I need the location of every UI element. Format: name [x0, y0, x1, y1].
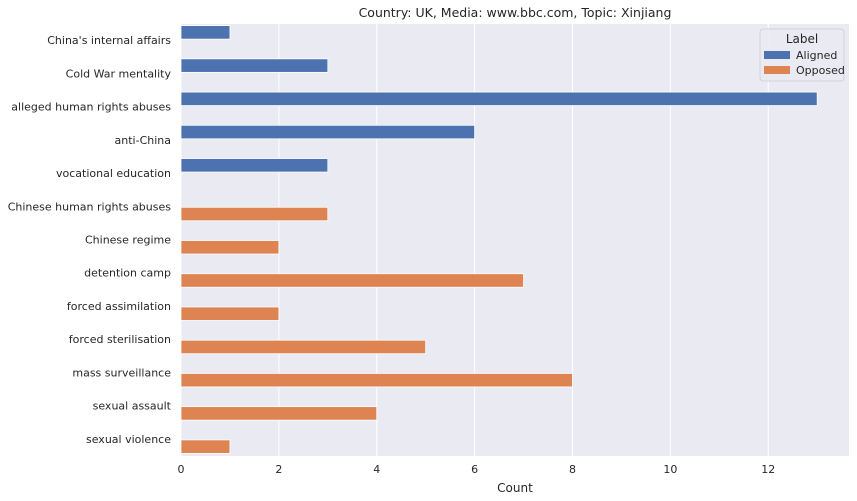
bar-opposed-11: [180, 406, 378, 421]
y-tick-label: anti-China: [115, 134, 171, 147]
y-tick-label: detention camp: [84, 267, 171, 280]
bars: [180, 25, 818, 454]
legend-label-opposed: Opposed: [796, 64, 845, 77]
y-tick-label: sexual violence: [86, 433, 171, 446]
x-tick-label-6: 6: [471, 463, 478, 476]
bar-opposed-10: [180, 373, 573, 388]
x-tick-labels: 0 2 4 6 8 10 12: [178, 463, 776, 476]
y-tick-label: vocational education: [56, 167, 171, 180]
bar-aligned-3: [180, 124, 476, 140]
y-tick-label: forced assimilation: [67, 300, 171, 313]
bar-aligned-2: [180, 91, 818, 106]
x-tick-label-2: 2: [275, 463, 282, 476]
x-tick-label-12: 12: [761, 463, 775, 476]
bar-opposed-12: [180, 439, 231, 454]
x-tick-label-0: 0: [178, 463, 185, 476]
x-tick-label-8: 8: [569, 463, 576, 476]
x-axis-label: Count: [497, 481, 533, 495]
legend-title: Label: [786, 32, 818, 46]
legend: Label Aligned Opposed: [759, 28, 845, 82]
y-tick-label: Chinese human rights abuses: [8, 200, 172, 213]
bar-opposed-7: [180, 273, 524, 288]
y-tick-label: sexual assault: [93, 400, 172, 413]
plot-background: [181, 24, 849, 456]
y-tick-label: alleged human rights abuses: [11, 101, 171, 114]
chart-title: Country: UK, Media: www.bbc.com, Topic: …: [359, 5, 672, 20]
x-tick-label-4: 4: [373, 463, 380, 476]
bar-opposed-8: [180, 306, 280, 321]
y-tick-labels: China's internal affairs Cold War mentali…: [8, 34, 172, 446]
bar-aligned-1: [180, 58, 329, 73]
bar-aligned-0: [180, 25, 231, 40]
legend-label-aligned: Aligned: [796, 49, 837, 62]
legend-swatch-opposed: [764, 66, 790, 74]
legend-swatch-aligned: [764, 51, 790, 59]
bar-opposed-9: [180, 339, 427, 355]
x-tick-label-10: 10: [663, 463, 677, 476]
bar-aligned-4: [180, 158, 329, 173]
y-tick-label: mass surveillance: [72, 366, 171, 379]
y-tick-label: forced sterilisation: [69, 333, 171, 346]
y-tick-label: Chinese regime: [85, 234, 171, 247]
y-tick-label: Cold War mentality: [66, 67, 172, 80]
bar-opposed-6: [180, 240, 280, 255]
y-tick-label: China's internal affairs: [47, 34, 171, 47]
bar-opposed-5: [180, 206, 329, 222]
